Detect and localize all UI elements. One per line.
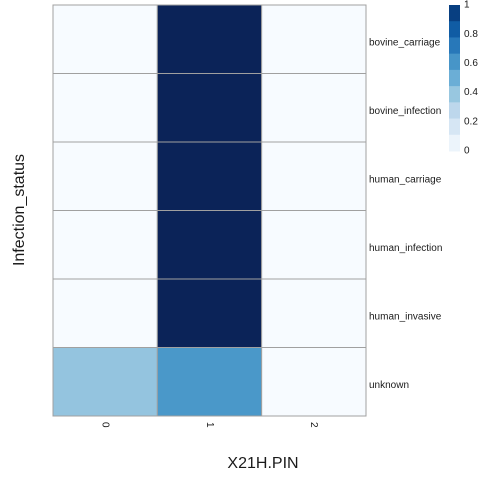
y-tick-label-human_carriage: human_carriage (369, 174, 442, 185)
legend-color-step (449, 37, 460, 55)
heatmap-cell-human_infection-2 (261, 210, 367, 280)
legend-color-step (449, 53, 460, 71)
legend-color-step (449, 134, 460, 152)
legend-tick-label-0.8: 0.8 (464, 29, 478, 40)
heatmap-cell-human_carriage-2 (261, 141, 367, 211)
legend-color-step (449, 102, 460, 120)
legend-color-step (449, 118, 460, 136)
heatmap-cell-bovine_carriage-0 (52, 4, 158, 74)
y-axis-title: Infection_status (11, 154, 28, 266)
x-tick-label-2: 2 (308, 422, 319, 428)
y-tick-label-human_infection: human_infection (369, 243, 442, 254)
heatmap-cell-human_invasive-2 (261, 278, 367, 348)
legend-color-step (449, 86, 460, 103)
heatmap-cell-human_invasive-1 (156, 278, 263, 348)
x-tick-labels: 0 1 2 (100, 422, 320, 428)
heatmap-cell-bovine_infection-1 (156, 73, 263, 143)
heatmap-cell-human_carriage-0 (52, 141, 158, 211)
y-tick-label-bovine_infection: bovine_infection (369, 106, 441, 117)
x-tick-label-1: 1 (204, 422, 215, 428)
heatmap-cell-bovine_carriage-2 (261, 4, 367, 74)
x-tick-label-0: 0 (100, 422, 111, 428)
y-tick-label-human_invasive: human_invasive (369, 311, 442, 322)
y-tick-label-bovine_carriage: bovine_carriage (369, 37, 441, 48)
y-tick-label-unknown: unknown (369, 380, 409, 391)
legend-tick-label-0.6: 0.6 (464, 58, 478, 69)
heatmap-cells (52, 4, 367, 417)
legend-tick-label-0.4: 0.4 (464, 87, 478, 98)
heatmap-cell-human_infection-0 (52, 210, 158, 280)
heatmap-cell-human_carriage-1 (156, 141, 263, 211)
heatmap-cell-bovine_infection-0 (52, 73, 158, 143)
heatmap-cell-bovine_infection-2 (261, 73, 367, 143)
heatmap-cell-unknown-2 (261, 347, 367, 417)
heatmap-cell-unknown-1 (156, 347, 263, 417)
legend-tick-label-1: 1 (464, 0, 470, 11)
color-legend: 1 0.8 0.6 0.4 0.2 0 (449, 0, 478, 157)
heatmap-cell-unknown-0 (52, 347, 158, 417)
legend-tick-label-0: 0 (464, 146, 470, 157)
heatmap-cell-human_invasive-0 (52, 278, 158, 348)
plot-border (52, 4, 367, 417)
legend-tick-label-0.2: 0.2 (464, 116, 478, 127)
y-tick-labels: bovine_carriage bovine_infection human_car… (369, 37, 442, 391)
legend-color-step (449, 5, 460, 22)
x-axis-title: X21H.PIN (227, 455, 298, 472)
heatmap-cell-human_infection-1 (156, 210, 263, 280)
legend-color-step (449, 69, 460, 87)
heatmap-cell-bovine_carriage-1 (156, 4, 263, 74)
legend-color-step (449, 21, 460, 38)
